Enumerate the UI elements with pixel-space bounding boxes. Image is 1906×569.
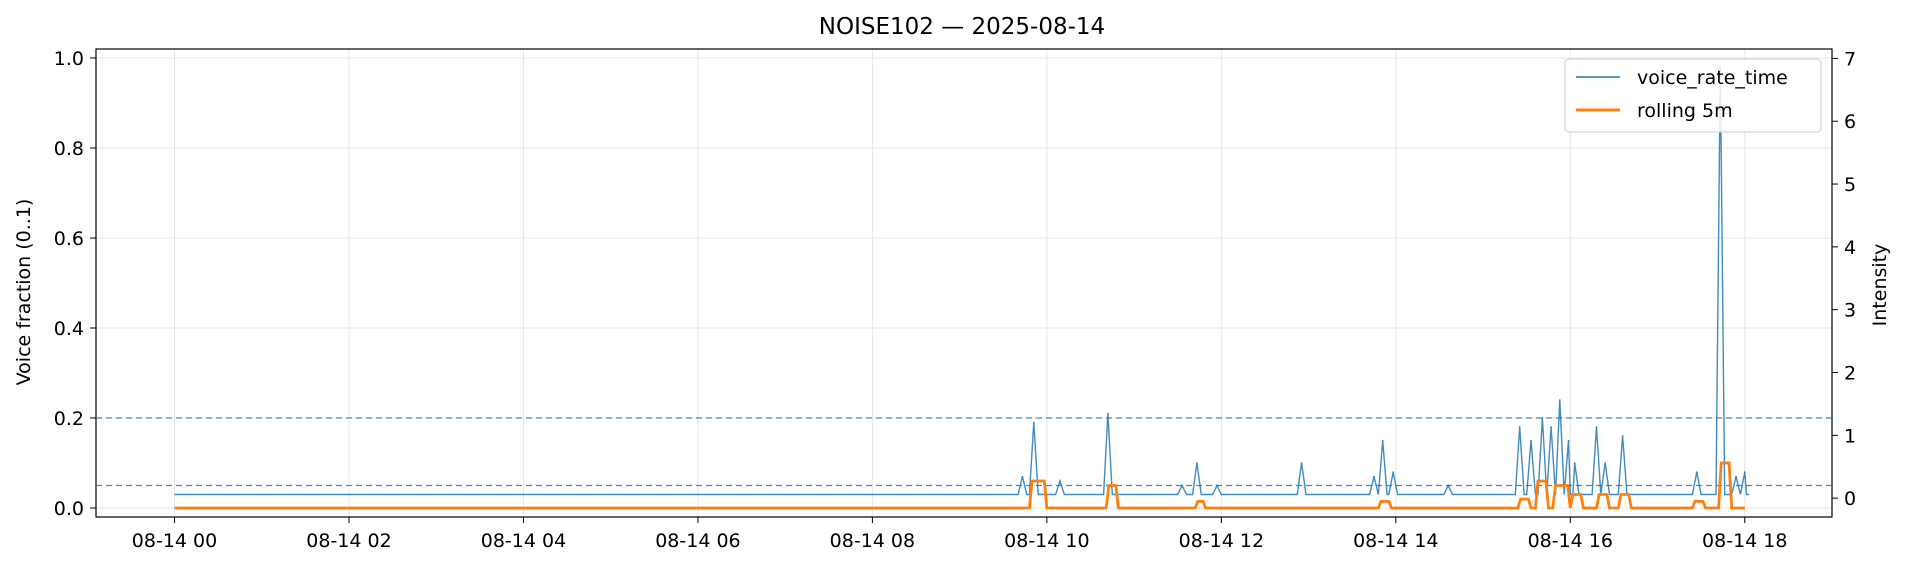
series-layer	[174, 66, 1750, 510]
legend-box	[1564, 58, 1822, 133]
data-point-voice-rate-time	[1107, 412, 1109, 415]
x-tick-label: 08-14 08	[830, 530, 915, 552]
data-point-voice-rate-time	[1550, 426, 1552, 428]
plot-frame	[95, 48, 1833, 518]
data-point-voice-rate-time	[1573, 462, 1576, 464]
y-right-tick-label: 2	[1844, 363, 1856, 385]
data-point-voice-rate-time	[1559, 399, 1561, 401]
legend-label-rolling-5m: rolling 5m	[1637, 100, 1733, 122]
y-left-tick-label: 0.2	[54, 408, 84, 430]
chart-title: NOISE102 — 2025-08-14	[819, 14, 1105, 40]
data-point-voice-rate-time	[1518, 426, 1521, 428]
legend: voice_rate_time rolling 5m	[1564, 58, 1822, 133]
x-tick-label: 08-14 00	[132, 530, 217, 552]
data-point-voice-rate-time	[1392, 471, 1395, 473]
y-left-tick-label: 0.4	[54, 318, 84, 340]
x-tick-label: 08-14 10	[1004, 530, 1089, 552]
y-right-tick-label: 5	[1844, 174, 1856, 196]
legend-label-voice-rate-time: voice_rate_time	[1637, 67, 1788, 89]
data-point-voice-rate-time	[1300, 462, 1303, 464]
data-point-voice-rate-time	[1695, 471, 1698, 473]
series-line-voice-rate-time	[174, 66, 1750, 496]
series-line-rolling-5m	[174, 461, 1745, 510]
y-right-tick-label: 7	[1844, 48, 1856, 70]
y-left-tick-label: 0.6	[54, 228, 84, 250]
data-point-voice-rate-time	[1735, 475, 1737, 478]
data-point-voice-rate-time	[1381, 439, 1384, 442]
y-right-tick-label: 1	[1844, 425, 1856, 447]
x-tick-label: 08-14 12	[1179, 530, 1264, 552]
y-left-tick-label: 0.8	[54, 138, 84, 160]
data-point-voice-rate-time	[1595, 426, 1598, 428]
data-point-voice-rate-time	[1196, 462, 1198, 464]
reference-lines	[96, 417, 1832, 487]
x-tick-label: 08-14 14	[1353, 530, 1438, 552]
y-axis-right-label: Intensity	[1869, 244, 1891, 327]
y-left-tick-label: 0.0	[54, 498, 84, 520]
x-tick-label: 08-14 16	[1528, 530, 1613, 552]
data-point-voice-rate-time	[1059, 480, 1061, 482]
data-point-voice-rate-time	[1530, 439, 1532, 442]
data-point-voice-rate-time	[1181, 484, 1183, 487]
data-point-voice-rate-time	[1447, 484, 1449, 487]
x-tick-label: 08-14 04	[481, 530, 566, 552]
tick-layer: 08-14 00 08-14 02 08-14 04 08-14 06 08-14 08…	[54, 48, 1856, 552]
data-point-voice-rate-time	[1373, 475, 1375, 478]
data-point-voice-rate-time	[1743, 471, 1746, 473]
data-point-voice-rate-time	[1021, 475, 1024, 478]
data-point-voice-rate-time	[1567, 439, 1570, 442]
y-axis-left-label: Voice fraction (0..1)	[13, 199, 35, 386]
data-point-voice-rate-time	[1541, 417, 1544, 419]
y-right-tick-label: 3	[1844, 300, 1856, 322]
y-left-tick-label: 1.0	[54, 48, 84, 70]
y-right-tick-label: 4	[1844, 237, 1856, 259]
y-right-tick-label: 0	[1844, 488, 1856, 510]
data-point-voice-rate-time	[1216, 484, 1218, 487]
y-right-tick-label: 6	[1844, 111, 1856, 133]
x-tick-label: 08-14 02	[306, 530, 391, 552]
data-point-voice-rate-time	[1032, 421, 1035, 424]
x-tick-label: 08-14 06	[655, 530, 740, 552]
data-point-voice-rate-time	[1621, 435, 1624, 437]
x-tick-label: 08-14 18	[1702, 530, 1787, 552]
data-point-voice-rate-time	[1604, 462, 1606, 464]
